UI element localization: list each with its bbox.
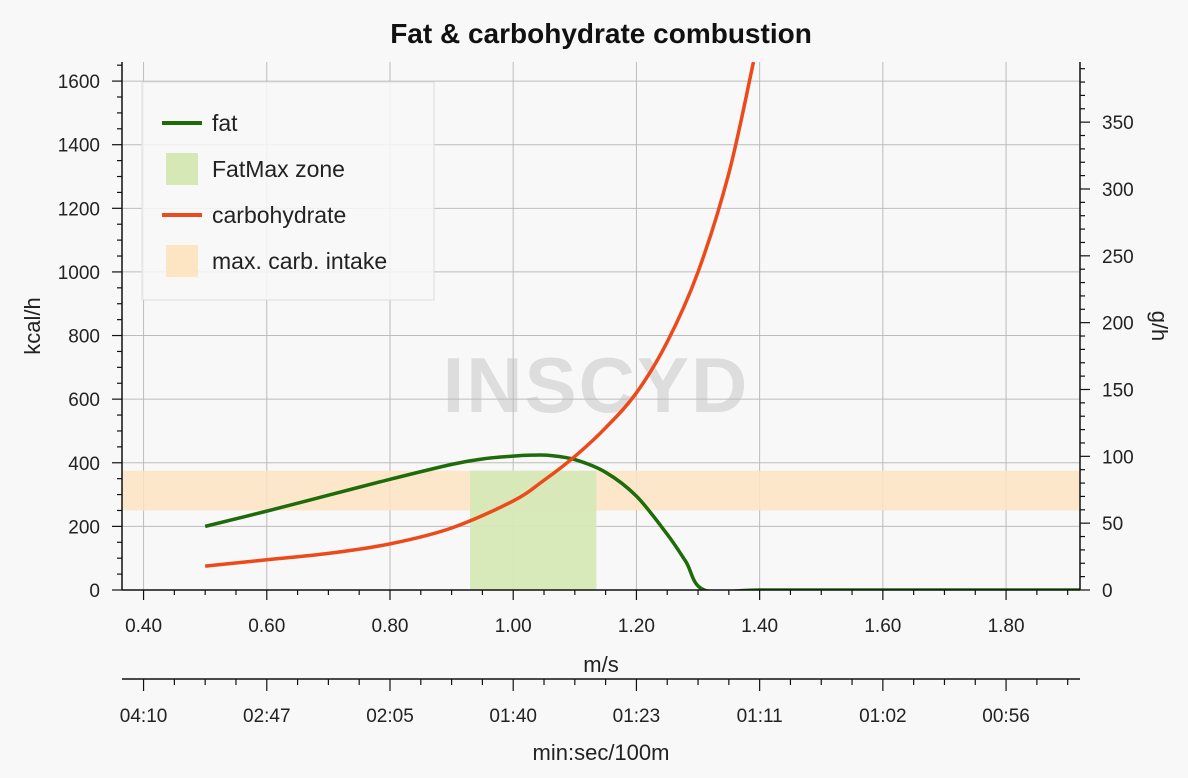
y2-tick-label: 350 — [1102, 113, 1134, 134]
x2-tick-label: 01:40 — [489, 706, 537, 727]
legend-carbohydrate-label: carbohydrate — [212, 202, 346, 228]
series-line-carbohydrate — [204, 62, 756, 568]
y2-axis-label: g/h — [1147, 311, 1172, 342]
y2-tick-label: 0 — [1102, 581, 1113, 602]
y2-tick-label: 150 — [1102, 380, 1134, 401]
y2-tick-label: 100 — [1102, 447, 1134, 468]
y2-tick-label: 250 — [1102, 247, 1134, 268]
x2-tick-label: 00:56 — [982, 706, 1030, 727]
series-line-fat — [204, 453, 1080, 590]
y-tick-label: 200 — [68, 517, 100, 538]
x-tick-label: 0.80 — [372, 616, 409, 637]
chart-title: Fat & carbohydrate combustion — [390, 18, 812, 49]
y-tick-label: 800 — [68, 327, 100, 348]
x-axis-label: m/s — [583, 652, 618, 677]
y-tick-label: 1200 — [58, 199, 100, 220]
legend-fatmax-label: FatMax zone — [212, 156, 345, 182]
x-tick-label: 0.60 — [248, 616, 285, 637]
x-tick-label: 0.40 — [125, 616, 162, 637]
zone-bands — [122, 470, 1080, 590]
y-tick-label: 1400 — [58, 136, 100, 157]
x-tick-label: 1.40 — [741, 616, 778, 637]
x-tick-label: 1.80 — [988, 616, 1025, 637]
axes — [112, 62, 1090, 691]
y-tick-label: 0 — [89, 581, 100, 602]
y-axis-label: kcal/h — [20, 297, 45, 354]
watermark: INSCYD — [443, 341, 750, 429]
x2-tick-label: 02:05 — [366, 706, 414, 727]
x-tick-label: 1.00 — [495, 616, 532, 637]
x2-tick-label: 01:23 — [613, 706, 661, 727]
legend: fat FatMax zone carbohydrate max. carb. … — [141, 81, 435, 301]
legend-fat-label: fat — [212, 110, 238, 136]
band-fatmax-zone — [470, 470, 597, 590]
y-tick-label: 1600 — [58, 72, 100, 93]
y-tick-label: 1000 — [58, 263, 100, 284]
legend-carb-intake-swatch — [166, 245, 198, 277]
y2-tick-label: 300 — [1102, 180, 1134, 201]
y2-tick-label: 50 — [1102, 514, 1123, 535]
x2-tick-label: 04:10 — [120, 706, 168, 727]
y-tick-label: 400 — [68, 454, 100, 475]
x2-tick-label: 01:11 — [737, 706, 783, 727]
y2-tick-label: 200 — [1102, 314, 1134, 335]
legend-fatmax-swatch — [166, 153, 198, 185]
series-lines — [204, 62, 1080, 590]
legend-carb-intake-label: max. carb. intake — [212, 248, 387, 274]
y-tick-label: 600 — [68, 390, 100, 411]
x-tick-label: 1.20 — [618, 616, 655, 637]
x-tick-label: 1.60 — [864, 616, 901, 637]
x2-axis-label: min:sec/100m — [533, 740, 670, 765]
x2-tick-label: 01:02 — [859, 706, 907, 727]
tick-labels: 0 200 400 600 800 1000 1200 1400 1600 0 50 100 150 20… — [58, 72, 1134, 727]
x2-tick-label: 02:47 — [243, 706, 291, 727]
band-max-carb-intake — [122, 470, 1080, 511]
